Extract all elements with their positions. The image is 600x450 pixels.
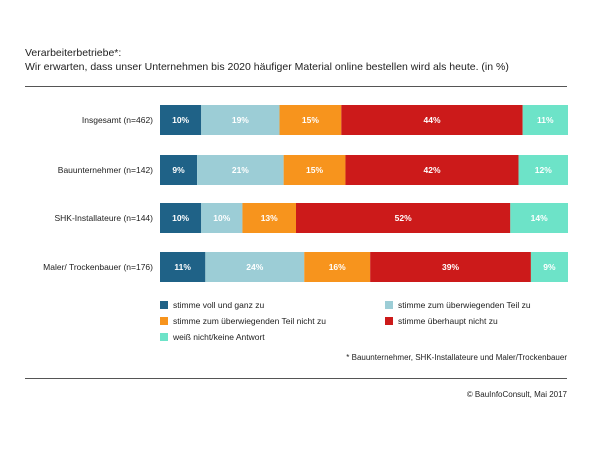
- bottom-divider: [25, 378, 567, 379]
- bar-segment: [201, 105, 280, 135]
- chart-title: Verarbeiterbetriebe*: Wir erwarten, dass…: [25, 46, 509, 74]
- category-label: SHK-Installateure (n=144): [54, 213, 153, 223]
- footnote: * Bauunternehmer, SHK-Installateure und …: [346, 353, 567, 362]
- bar-segment: [242, 203, 296, 233]
- bar-segment: [205, 252, 305, 282]
- data-label: 42%: [423, 165, 440, 175]
- bar-segment: [530, 252, 568, 282]
- data-label: 24%: [246, 262, 263, 272]
- legend-label: stimme voll und ganz zu: [173, 300, 265, 310]
- bar-segment: [518, 155, 568, 185]
- stacked-bar-chart: Insgesamt (n=462) 10% 19% 15% 44% 11% Bauunter…: [43, 105, 568, 282]
- bar-segment: [160, 252, 206, 282]
- legend-item: stimme voll und ganz zu: [160, 300, 264, 310]
- bar-segment: [510, 203, 568, 233]
- bar-segment: [296, 203, 511, 233]
- data-label: 9%: [543, 262, 556, 272]
- data-label: 14%: [531, 213, 548, 223]
- legend-swatch: [160, 317, 168, 325]
- chart-legend: stimme voll und ganz zu stimme zum überwi…: [160, 300, 580, 350]
- data-label: 10%: [172, 213, 189, 223]
- data-label: 15%: [302, 115, 319, 125]
- category-label: Maler/ Trockenbauer (n=176): [43, 262, 153, 272]
- bar-segment: [370, 252, 531, 282]
- bar-segment: [160, 155, 198, 185]
- data-label: 15%: [306, 165, 323, 175]
- legend-item: stimme überhaupt nicht zu: [385, 316, 498, 326]
- category-label: Insgesamt (n=462): [82, 115, 153, 125]
- chart-title-line-2: Wir erwarten, dass unser Unternehmen bis…: [25, 61, 509, 73]
- data-label: 11%: [174, 262, 191, 272]
- legend-item: stimme zum überwiegenden Teil zu: [385, 300, 531, 310]
- legend-label: stimme zum überwiegenden Teil zu: [398, 300, 531, 310]
- legend-item: weiß nicht/keine Antwort: [160, 332, 265, 342]
- bar-segment: [341, 105, 523, 135]
- source-credit: © BauInfoConsult, Mai 2017: [466, 390, 567, 399]
- bar-segment: [345, 155, 519, 185]
- data-label: 9%: [172, 165, 185, 175]
- bar-segment: [304, 252, 371, 282]
- legend-swatch: [385, 317, 393, 325]
- bar-segment: [160, 105, 202, 135]
- legend-swatch: [160, 333, 168, 341]
- data-label: 21%: [232, 165, 249, 175]
- legend-swatch: [385, 301, 393, 309]
- bar-segment: [283, 155, 346, 185]
- data-label: 13%: [261, 213, 278, 223]
- data-label: 11%: [537, 115, 554, 125]
- legend-label: stimme zum überwiegenden Teil nicht zu: [173, 316, 326, 326]
- legend-label: weiß nicht/keine Antwort: [173, 332, 265, 342]
- data-label: 10%: [213, 213, 230, 223]
- data-label: 39%: [442, 262, 459, 272]
- data-label: 44%: [423, 115, 440, 125]
- legend-swatch: [160, 301, 168, 309]
- bar-segment: [201, 203, 243, 233]
- bar-segment: [197, 155, 284, 185]
- legend-label: stimme überhaupt nicht zu: [398, 316, 498, 326]
- chart-title-line-1: Verarbeiterbetriebe*:: [25, 47, 122, 59]
- data-label: 52%: [395, 213, 412, 223]
- top-divider: [25, 86, 567, 87]
- data-label: 12%: [535, 165, 552, 175]
- legend-item: stimme zum überwiegenden Teil nicht zu: [160, 316, 326, 326]
- data-label: 16%: [329, 262, 346, 272]
- data-label: 10%: [172, 115, 189, 125]
- bar-segment: [279, 105, 342, 135]
- data-label: 19%: [232, 115, 249, 125]
- category-label: Bauunternehmer (n=142): [58, 165, 153, 175]
- bar-segment: [522, 105, 568, 135]
- bar-segment: [160, 203, 202, 233]
